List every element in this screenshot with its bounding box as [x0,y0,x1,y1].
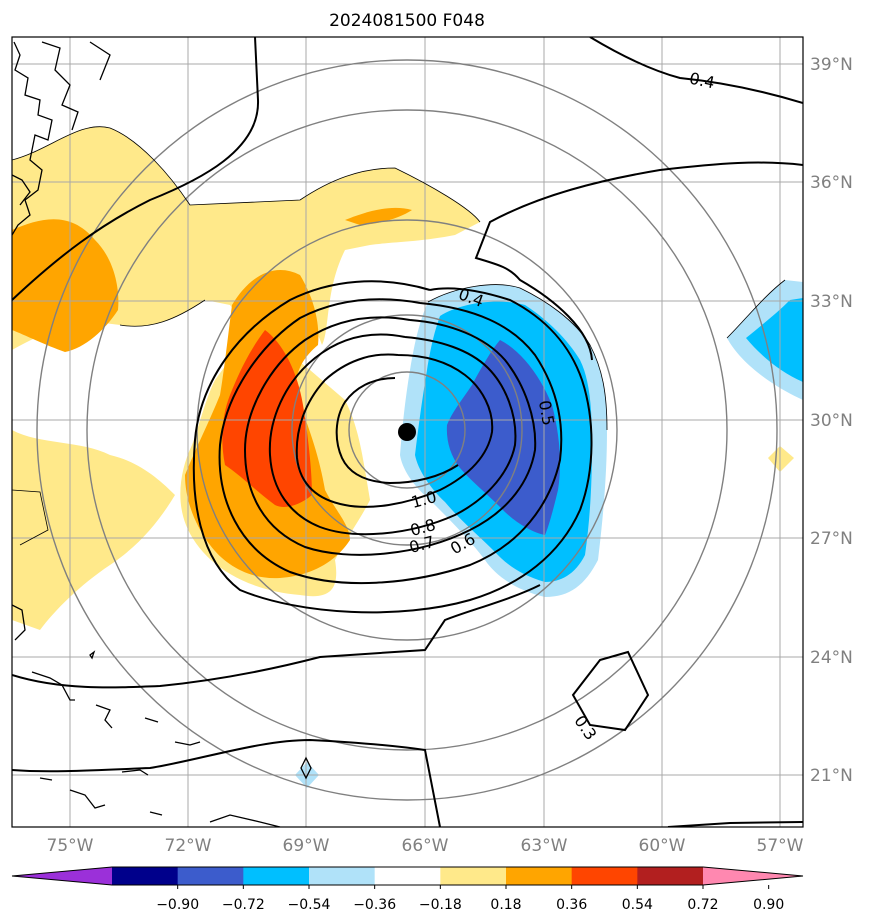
y-tick-21: 21°N [810,766,853,786]
y-tick-36: 36°N [810,173,853,193]
x-tick-75w: 75°W [47,836,94,856]
colorbar-segment [177,867,244,885]
colorbar: −0.90 −0.72 −0.54 −0.36 −0.18 0.18 0.36 0.54 0.7… [11,866,804,913]
contour-0.3-south [12,584,541,689]
colorbar-tick-label: 0.90 [753,897,784,913]
x-tick-69w: 69°W [283,836,330,856]
shade-orange-strip [345,207,412,225]
colorbar-extend-low [12,867,112,885]
colorbar-tick-label: 0.54 [622,897,653,913]
contour-0.8 [268,333,517,536]
colorbar-segment [243,867,310,885]
contour-1.0 [295,353,494,508]
colorbar-tick-label: −0.90 [156,897,199,913]
contour-0.7 [243,316,537,556]
colorbar-extend-high [703,867,803,885]
contour-lines [12,37,803,827]
colorbar-segment [112,867,179,885]
y-tick-39: 39°N [810,55,853,75]
colorbar-segment [309,867,376,885]
shade-yellow-small [768,446,794,472]
shade-orange-northwest [12,219,119,352]
shade-royalblue-east [446,340,560,535]
contour-0.6 [218,298,563,585]
thin-outlines [12,126,786,546]
storm-center-marker [398,423,416,441]
colorbar-tick-label: 0.18 [490,897,521,913]
contour-0.4-north [589,37,803,104]
contour-label-0.4-b: 0.4 [688,69,717,93]
colorbar-segment [440,867,507,885]
shade-blue-far-east [746,298,803,382]
y-tick-labels: 39°N 36°N 33°N 30°N 27°N 24°N 21°N [810,55,853,786]
x-tick-72w: 72°W [165,836,212,856]
x-tick-66w: 66°W [402,836,449,856]
colorbar-tick-label: −0.18 [419,897,462,913]
contour-0.4-upper [12,37,260,301]
colorbar-segment [637,867,704,885]
colorbar-outline [11,866,804,886]
map-panel: 0.4 0.4 0.5 1.0 0.8 0.7 0.6 0.3 [12,37,803,827]
x-tick-labels: 75°W 72°W 69°W 66°W 63°W 60°W 57°W [47,836,804,856]
contour-0.5 [192,280,593,614]
colorbar-tick-label: −0.54 [288,897,331,913]
x-tick-63w: 63°W [521,836,568,856]
y-tick-33: 33°N [810,292,853,312]
colorbar-segment [506,867,573,885]
contour-label-0.5: 0.5 [535,399,558,427]
contour-1.2 [335,377,459,485]
colorbar-tick-label: −0.72 [222,897,265,913]
y-tick-27: 27°N [810,529,853,549]
colorbar-tick-label: −0.36 [353,897,396,913]
contour-0.2-southeast [667,821,803,827]
y-tick-30: 30°N [810,411,853,431]
shade-yellow-southwest [12,430,175,630]
x-tick-57w: 57°W [757,836,804,856]
contour-0.2-south [12,738,441,827]
colorbar-segment [374,867,441,885]
colorbar-segment [571,867,638,885]
map-frame [11,36,804,828]
y-tick-24: 24°N [810,648,853,668]
colorbar-tick-label: 0.72 [687,897,718,913]
coastline [12,41,312,827]
chart-title: 2024081500 F048 [329,11,485,31]
contour-0.3-ring [571,650,650,732]
x-tick-60w: 60°W [639,836,686,856]
colorbar-tick-label: 0.36 [556,897,587,913]
contour-0.4-outer [474,161,803,361]
